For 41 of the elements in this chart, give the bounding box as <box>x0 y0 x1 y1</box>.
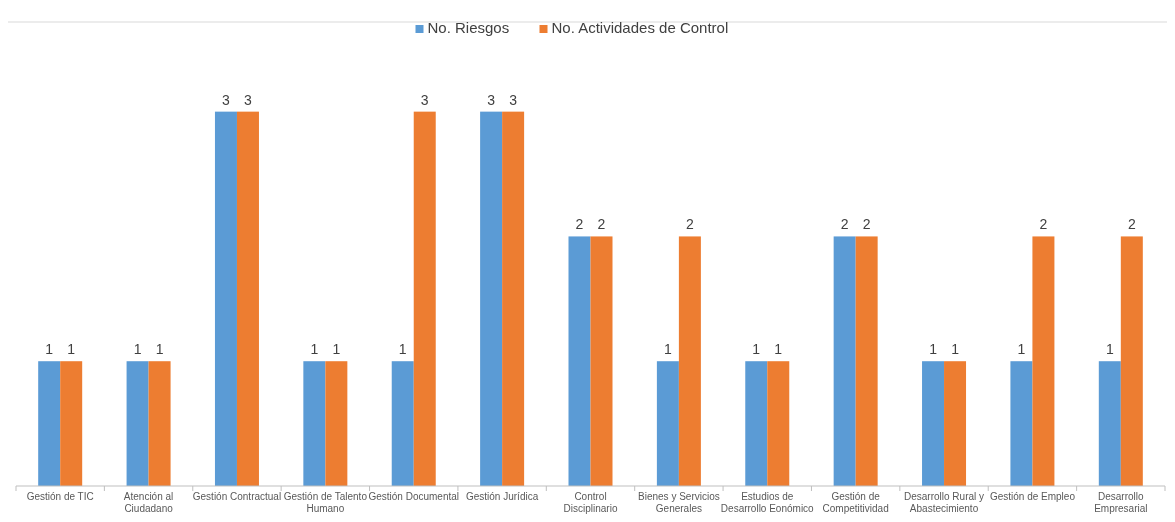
x-tick-label: Desarrollo Empresarial <box>1094 491 1148 514</box>
data-label: 1 <box>774 341 783 358</box>
data-label: 1 <box>929 341 938 358</box>
x-tick-label: Gestión de Competitividad <box>822 491 889 514</box>
data-label: 1 <box>133 341 142 358</box>
data-label: 2 <box>597 216 606 233</box>
x-tick-label: Gestión de TIC <box>26 491 94 502</box>
data-label: 3 <box>420 91 429 108</box>
data-label: 1 <box>155 341 164 358</box>
x-tick-label: Gestión Jurídica <box>465 491 539 502</box>
x-tick-label: Control Disciplinario <box>563 491 618 514</box>
x-tick-label: Gestión Contractual <box>192 491 282 502</box>
data-label: 2 <box>1127 216 1136 233</box>
data-label: 1 <box>663 341 672 358</box>
data-label: 3 <box>487 91 496 108</box>
data-label: 1 <box>951 341 960 358</box>
legend-label: No. Actividades de Control <box>551 19 729 36</box>
data-label: 3 <box>509 91 518 108</box>
x-tick-label: Gestión Documental <box>368 491 460 502</box>
x-tick-label: Desarrollo Rural y Abastecimiento <box>904 491 985 514</box>
x-tick-label: Atención al Ciudadano <box>123 491 174 514</box>
x-tick-label: Bienes y Servicios Generales <box>638 491 720 514</box>
data-label: 2 <box>862 216 871 233</box>
data-label: 1 <box>332 341 341 358</box>
data-label: 2 <box>1039 216 1048 233</box>
legend-label: No. Riesgos <box>427 19 510 36</box>
data-label: 2 <box>840 216 849 233</box>
x-tick-label: Gestión de Talento Humano <box>283 491 368 514</box>
data-label: 3 <box>222 91 231 108</box>
data-label: 1 <box>67 341 76 358</box>
data-label: 1 <box>310 341 319 358</box>
x-tick-label: Gestión de Empleo <box>989 491 1076 502</box>
data-label: 1 <box>45 341 54 358</box>
data-label: 1 <box>1105 341 1114 358</box>
data-label: 1 <box>1017 341 1026 358</box>
data-label: 3 <box>244 91 253 108</box>
data-label: 2 <box>575 216 584 233</box>
x-tick-label: Estudios de Desarrollo Eonómico <box>720 491 815 514</box>
data-label: 1 <box>398 341 407 358</box>
data-label: 1 <box>752 341 761 358</box>
data-label: 2 <box>685 216 694 233</box>
